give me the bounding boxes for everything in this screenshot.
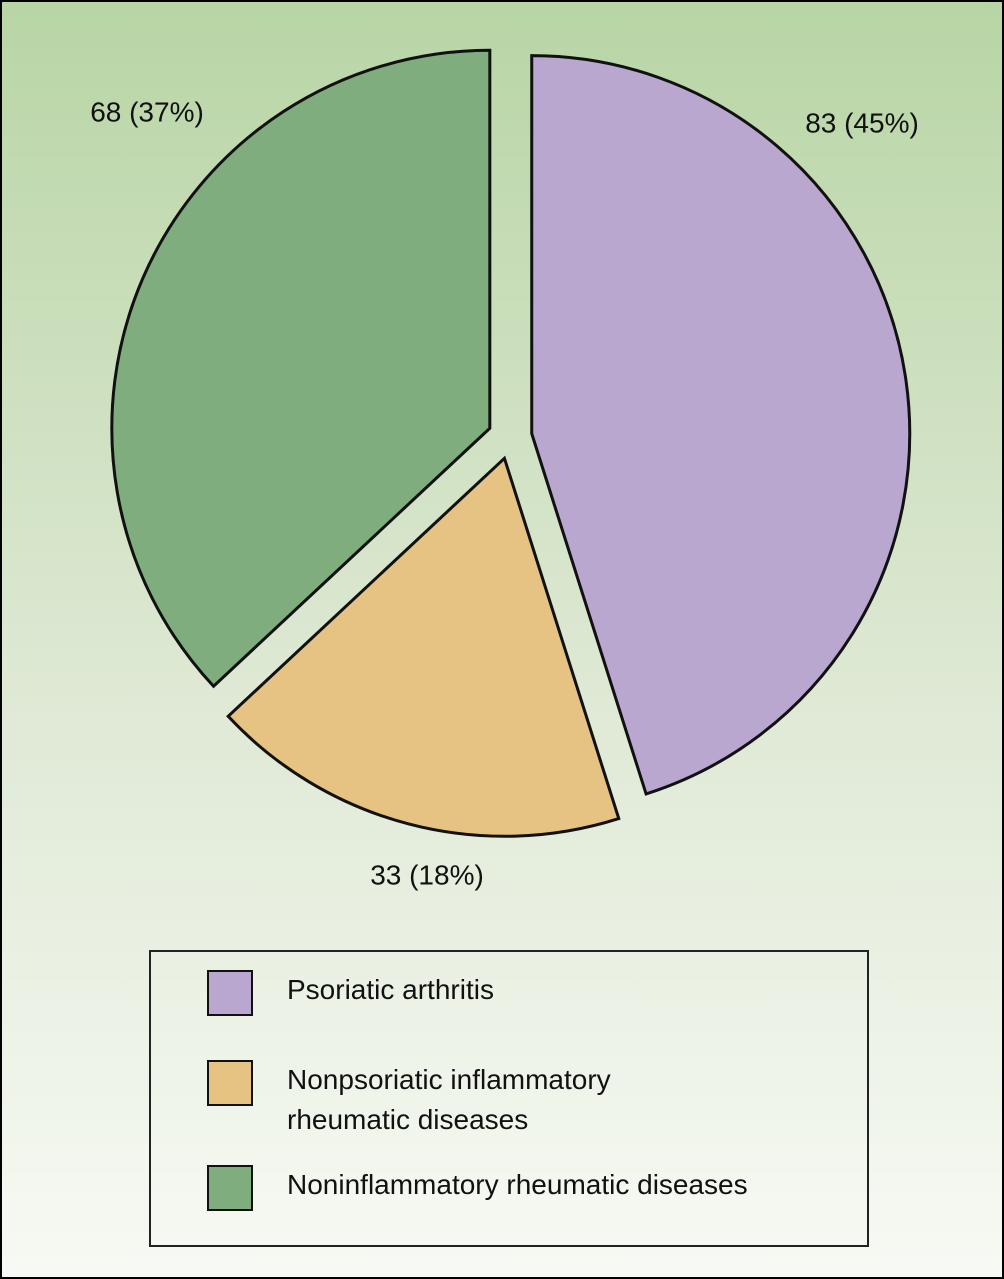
legend-label: Noninflammatory rheumatic diseases [287,1169,748,1200]
pie-area: 83 (45%) 33 (18%) 68 (37%) [90,48,919,890]
data-label: 33 (18%) [370,859,484,890]
legend-label: Nonpsoriatic inflammatory rheumatic dise… [287,1064,611,1135]
pie-slice [226,455,621,838]
legend-entry: Psoriatic arthritis [207,970,494,1016]
data-label: 68 (37%) [90,96,204,127]
pie-slice [530,54,912,796]
legend-label: Psoriatic arthritis [287,974,494,1005]
pie-slice [110,48,492,689]
legend-entry: Nonpsoriatic inflammatory rheumatic dise… [207,1060,707,1140]
legend-entry: Noninflammatory rheumatic diseases [207,1165,748,1211]
legend-swatch [207,1165,253,1211]
legend: Psoriatic arthritis Nonpsoriatic inflamma… [149,950,869,1247]
legend-swatch [207,1060,253,1106]
data-label: 83 (45%) [805,107,919,138]
legend-swatch [207,970,253,1016]
